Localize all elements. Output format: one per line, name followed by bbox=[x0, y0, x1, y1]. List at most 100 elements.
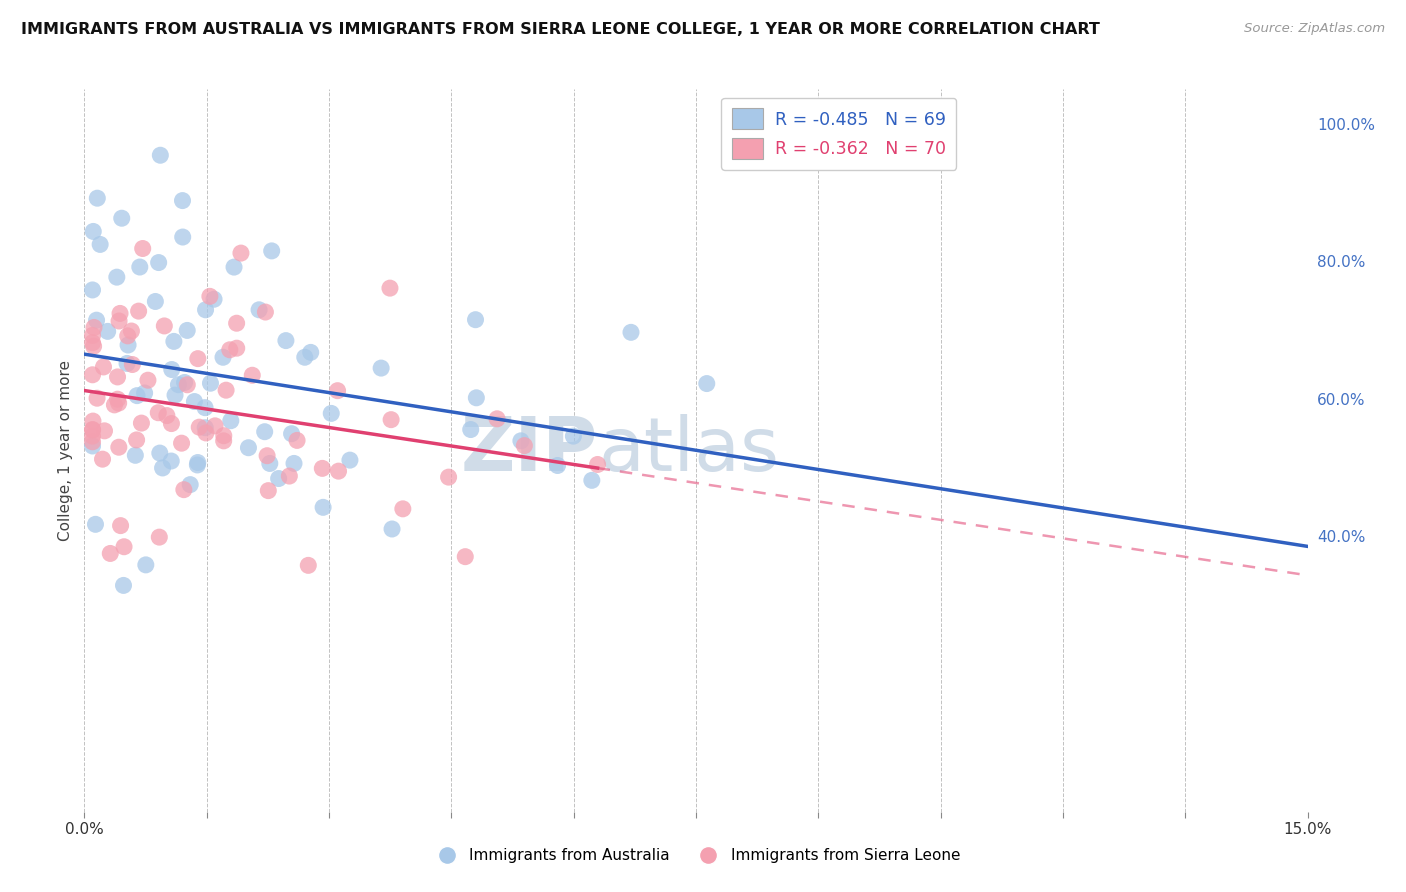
Point bbox=[509, 434, 531, 448]
Point bbox=[160, 417, 183, 431]
Point bbox=[370, 361, 392, 376]
Point bbox=[378, 281, 401, 295]
Point bbox=[120, 324, 142, 338]
Point bbox=[149, 446, 172, 460]
Point bbox=[117, 329, 139, 343]
Point bbox=[183, 394, 205, 409]
Point bbox=[222, 260, 245, 274]
Point bbox=[148, 255, 170, 269]
Point bbox=[83, 339, 105, 353]
Point bbox=[115, 356, 138, 370]
Point bbox=[225, 341, 247, 355]
Point bbox=[238, 441, 260, 455]
Point bbox=[110, 518, 132, 533]
Point bbox=[152, 461, 174, 475]
Point bbox=[328, 464, 350, 478]
Point bbox=[465, 391, 488, 405]
Point bbox=[131, 242, 153, 256]
Point bbox=[82, 429, 104, 443]
Point bbox=[187, 351, 209, 366]
Point bbox=[172, 194, 194, 208]
Point bbox=[321, 406, 343, 420]
Point bbox=[380, 412, 402, 426]
Point bbox=[82, 328, 104, 343]
Y-axis label: College, 1 year or more: College, 1 year or more bbox=[58, 360, 73, 541]
Point bbox=[149, 148, 172, 162]
Point bbox=[256, 449, 278, 463]
Point bbox=[131, 416, 153, 430]
Point bbox=[513, 439, 536, 453]
Point bbox=[299, 345, 322, 359]
Point bbox=[86, 313, 108, 327]
Point bbox=[172, 230, 194, 244]
Point bbox=[198, 289, 221, 303]
Point bbox=[179, 477, 201, 491]
Point bbox=[581, 474, 603, 488]
Point bbox=[247, 302, 270, 317]
Point bbox=[107, 392, 129, 407]
Point bbox=[112, 540, 135, 554]
Point bbox=[108, 440, 131, 454]
Point bbox=[464, 312, 486, 326]
Point bbox=[547, 458, 569, 473]
Point bbox=[326, 384, 349, 398]
Point bbox=[163, 334, 186, 349]
Point bbox=[160, 454, 183, 468]
Point bbox=[107, 370, 129, 384]
Point bbox=[212, 428, 235, 442]
Point bbox=[170, 436, 193, 450]
Point bbox=[454, 549, 477, 564]
Point bbox=[240, 368, 263, 383]
Text: atlas: atlas bbox=[598, 414, 779, 487]
Point bbox=[278, 469, 301, 483]
Point bbox=[93, 424, 115, 438]
Point bbox=[167, 377, 190, 392]
Point bbox=[124, 448, 146, 462]
Point bbox=[125, 389, 148, 403]
Point bbox=[260, 244, 283, 258]
Point bbox=[212, 434, 235, 448]
Point bbox=[312, 500, 335, 515]
Point bbox=[176, 323, 198, 337]
Point bbox=[339, 453, 361, 467]
Point bbox=[86, 191, 108, 205]
Point bbox=[153, 318, 176, 333]
Legend: Immigrants from Australia, Immigrants from Sierra Leone: Immigrants from Australia, Immigrants fr… bbox=[425, 842, 967, 869]
Point bbox=[82, 423, 104, 437]
Point bbox=[562, 429, 585, 443]
Point bbox=[97, 324, 120, 338]
Point bbox=[285, 434, 308, 448]
Point bbox=[194, 302, 217, 317]
Point bbox=[194, 420, 217, 434]
Point bbox=[105, 270, 128, 285]
Point bbox=[108, 306, 131, 320]
Point bbox=[253, 425, 276, 439]
Point bbox=[134, 386, 156, 401]
Point bbox=[108, 314, 131, 328]
Text: Source: ZipAtlas.com: Source: ZipAtlas.com bbox=[1244, 22, 1385, 36]
Point bbox=[229, 246, 252, 260]
Point bbox=[82, 283, 104, 297]
Point bbox=[93, 359, 115, 374]
Point bbox=[274, 334, 297, 348]
Point bbox=[145, 294, 167, 309]
Point bbox=[194, 425, 217, 440]
Point bbox=[267, 471, 290, 485]
Point bbox=[437, 470, 460, 484]
Point bbox=[111, 211, 134, 226]
Point bbox=[148, 406, 170, 420]
Point bbox=[82, 414, 104, 428]
Point bbox=[257, 483, 280, 498]
Point bbox=[107, 396, 129, 410]
Point bbox=[204, 418, 226, 433]
Point bbox=[83, 320, 105, 334]
Point bbox=[202, 292, 225, 306]
Point bbox=[280, 426, 302, 441]
Point bbox=[82, 434, 104, 449]
Point bbox=[156, 409, 179, 423]
Point bbox=[173, 483, 195, 497]
Point bbox=[219, 414, 242, 428]
Point bbox=[200, 376, 222, 391]
Point bbox=[215, 383, 238, 397]
Point bbox=[135, 558, 157, 572]
